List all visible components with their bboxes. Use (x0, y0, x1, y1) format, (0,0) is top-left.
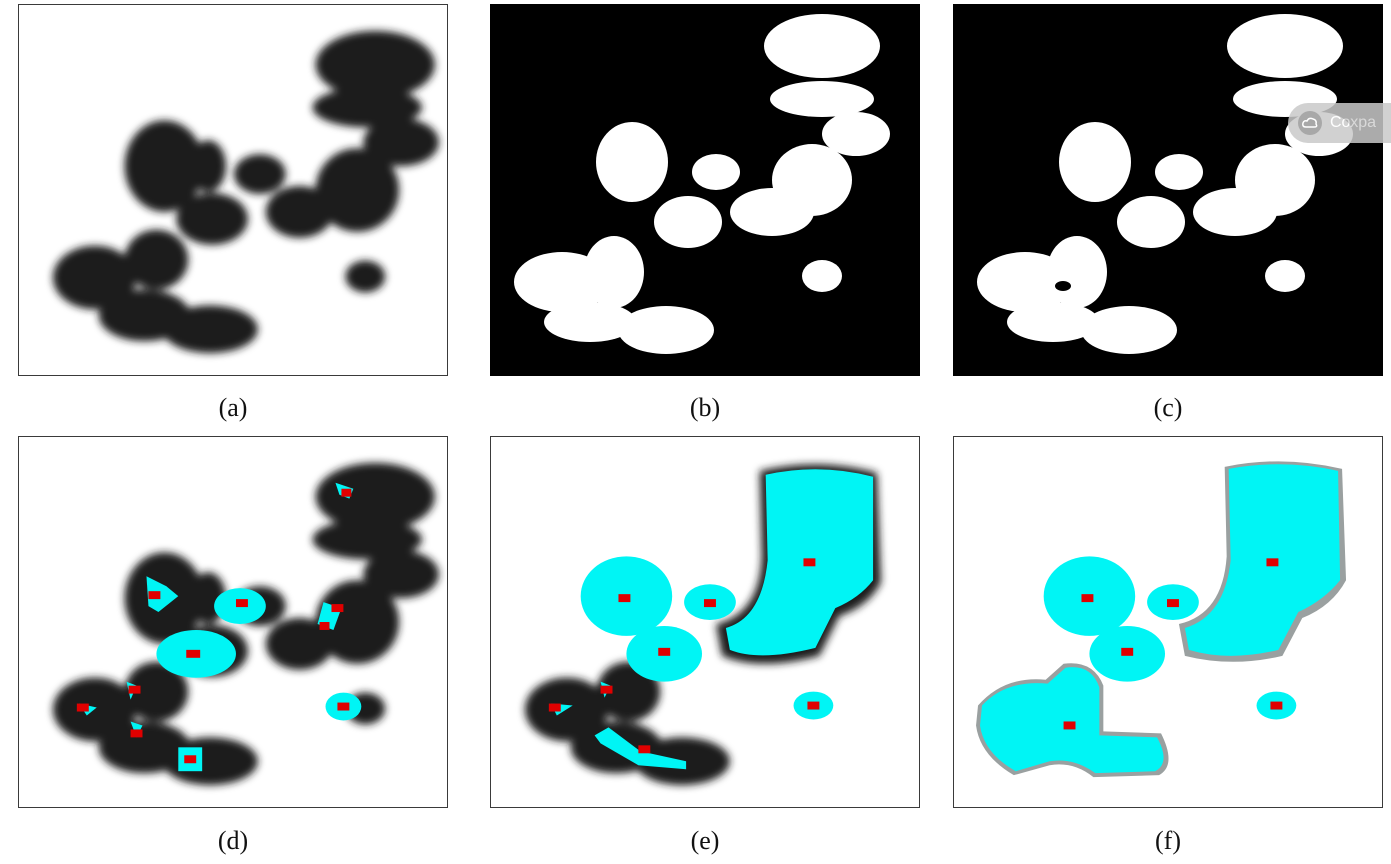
caption-d: (d) (217, 826, 249, 855)
panel-e-segmentation (490, 436, 920, 808)
caption-c: (c) (1153, 393, 1183, 422)
save-overlay-label: Сохра (1330, 114, 1377, 131)
caption-a: (a) (218, 393, 248, 422)
panel-f-segmentation (953, 436, 1383, 808)
panel-a-original (18, 4, 448, 376)
panel-b-mask (490, 4, 920, 376)
cloud-save-icon (1298, 111, 1322, 135)
caption-f: (f) (1155, 826, 1181, 855)
panel-d-segmentation (18, 436, 448, 808)
caption-e: (e) (690, 826, 720, 855)
save-overlay-button[interactable]: Сохра (1288, 103, 1391, 143)
panel-c-mask-refined (953, 4, 1383, 376)
caption-b: (b) (689, 393, 721, 422)
